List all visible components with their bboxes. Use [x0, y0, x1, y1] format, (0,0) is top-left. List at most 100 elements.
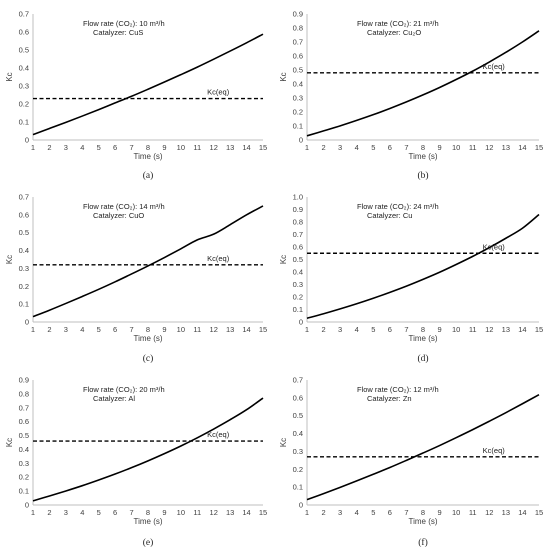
catalyzer-annotation: Catalyzer: CuS: [93, 28, 143, 37]
y-tick-label: 0.3: [293, 94, 303, 103]
x-tick-label: 15: [535, 143, 543, 152]
x-tick-label: 4: [355, 143, 359, 152]
x-tick-label: 14: [518, 143, 526, 152]
x-tick-label: 5: [371, 325, 375, 334]
y-tick-label: 0.5: [19, 46, 29, 55]
x-tick-label: 6: [113, 325, 117, 334]
x-tick-label: 13: [502, 143, 510, 152]
y-tick-label: 0.2: [19, 473, 29, 482]
x-tick-label: 3: [338, 143, 342, 152]
y-tick-label: 0.6: [293, 243, 303, 252]
x-tick-label: 2: [321, 325, 325, 334]
y-tick-label: 0: [299, 501, 303, 510]
kc-eq-label: Kc(eq): [483, 242, 506, 251]
x-tick-label: 3: [338, 325, 342, 334]
kc-curve: [32, 397, 264, 502]
y-tick-label: 0.9: [293, 10, 303, 19]
x-tick-label: 11: [469, 325, 477, 334]
x-tick-label: 2: [321, 508, 325, 517]
x-axis-title: Time (s): [133, 517, 162, 526]
y-tick-label: 0.6: [293, 52, 303, 61]
y-tick-label: 0.6: [19, 210, 29, 219]
x-tick-label: 11: [469, 143, 477, 152]
y-tick-label: 0.3: [19, 459, 29, 468]
y-axis-title: Kc: [5, 438, 14, 447]
y-tick-label: 0.5: [293, 66, 303, 75]
y-tick-label: 0.8: [293, 24, 303, 33]
y-tick-label: 0.1: [19, 487, 29, 496]
y-tick-label: 0: [25, 136, 29, 145]
y-tick-label: 0: [299, 318, 303, 327]
x-tick-label: 11: [193, 325, 201, 334]
y-tick-label: 0.3: [293, 280, 303, 289]
x-tick-label: 4: [355, 508, 359, 517]
flow-rate-annotation: Flow rate (CO₂): 20 m³/h: [83, 385, 165, 394]
x-axis-title: Time (s): [408, 334, 437, 343]
y-tick-label: 0.4: [293, 80, 303, 89]
y-tick-label: 0.7: [293, 230, 303, 239]
catalyzer-annotation: Catalyzer: Cu₂O: [367, 28, 421, 37]
chart-panel-c: 00.10.20.30.40.50.60.71 2 3 4 5 6 7 8 9 10 11 12 13 1…: [5, 193, 267, 365]
y-tick-label: 0.1: [19, 118, 29, 127]
y-tick-label: 0.6: [19, 417, 29, 426]
x-tick-label: 15: [535, 325, 543, 334]
flow-rate-annotation: Flow rate (CO₂): 21 m³/h: [357, 19, 439, 28]
x-tick-label: 12: [485, 143, 493, 152]
y-tick-label: 0.8: [293, 218, 303, 227]
x-tick-label: 13: [226, 143, 234, 152]
x-tick-label: 7: [129, 508, 133, 517]
x-tick-label: 14: [518, 508, 526, 517]
y-tick-label: 0.5: [19, 431, 29, 440]
y-tick-label: 1.0: [293, 193, 303, 202]
y-tick-label: 0.6: [19, 28, 29, 37]
kc-curve: [32, 205, 264, 318]
y-tick-label: 0.4: [19, 246, 29, 255]
x-tick-label: 5: [97, 143, 101, 152]
kc-curve: [306, 393, 540, 501]
x-tick-label: 9: [162, 325, 166, 334]
y-tick-label: 0.4: [293, 429, 303, 438]
panel-label: (f): [418, 537, 428, 548]
y-tick-label: 0.4: [19, 445, 29, 454]
x-axis-title: Time (s): [133, 152, 162, 161]
catalyzer-annotation: Catalyzer: Zn: [367, 394, 412, 403]
catalyzer-annotation: Catalyzer: CuO: [93, 211, 144, 220]
x-tick-label: 13: [502, 325, 510, 334]
y-tick-label: 0: [25, 318, 29, 327]
y-axis-title: Kc: [5, 72, 14, 81]
y-tick-label: 0: [25, 501, 29, 510]
x-tick-label: 13: [226, 325, 234, 334]
y-tick-label: 0.3: [19, 82, 29, 91]
y-axis-title: Kc: [279, 255, 288, 264]
y-tick-label: 0.3: [293, 447, 303, 456]
x-axis-title: Time (s): [133, 334, 162, 343]
chart-panel-d: 00.10.20.30.40.50.60.70.80.91.01 2 3 4 5 6 7 8 9…: [279, 193, 543, 365]
flow-rate-annotation: Flow rate (CO₂): 24 m³/h: [357, 202, 439, 211]
y-tick-label: 0: [299, 136, 303, 145]
x-tick-label: 8: [146, 508, 150, 517]
y-tick-label: 0.2: [19, 100, 29, 109]
x-tick-label: 10: [177, 508, 185, 517]
x-tick-label: 11: [193, 143, 201, 152]
x-tick-label: 9: [162, 508, 166, 517]
x-tick-label: 7: [129, 325, 133, 334]
y-tick-label: 0.9: [19, 376, 29, 385]
x-tick-label: 6: [388, 325, 392, 334]
flow-rate-annotation: Flow rate (CO₂): 12 m³/h: [357, 385, 439, 394]
x-tick-label: 7: [404, 508, 408, 517]
x-tick-label: 1: [31, 508, 35, 517]
x-tick-label: 15: [259, 143, 267, 152]
y-tick-label: 0.9: [293, 205, 303, 214]
x-tick-label: 10: [177, 143, 185, 152]
y-tick-label: 0.7: [293, 38, 303, 47]
x-axis-title: Time (s): [408, 152, 437, 161]
x-tick-label: 15: [535, 508, 543, 517]
x-tick-label: 1: [305, 143, 309, 152]
x-tick-label: 14: [242, 508, 250, 517]
x-tick-label: 8: [421, 325, 425, 334]
x-tick-label: 6: [113, 508, 117, 517]
x-tick-label: 15: [259, 508, 267, 517]
x-tick-label: 13: [502, 508, 510, 517]
x-tick-label: 2: [47, 325, 51, 334]
